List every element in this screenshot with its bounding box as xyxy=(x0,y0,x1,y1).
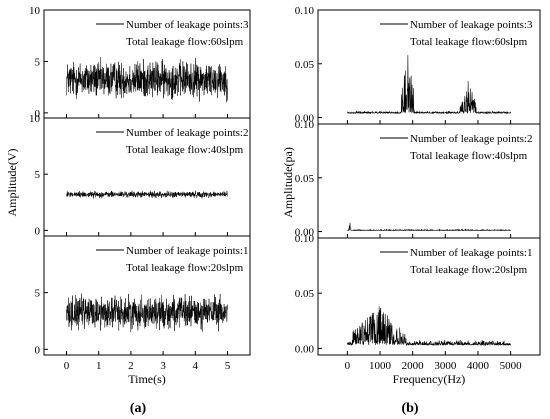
x-tick-label: 0 xyxy=(345,360,351,372)
y-tick-label: 10 xyxy=(29,5,41,17)
y-tick-label: 0.00 xyxy=(295,113,315,125)
legend-entry: Number of leakage points:1 xyxy=(410,247,533,259)
x-tick-label: 5 xyxy=(225,360,231,372)
y-tick-label: 0.05 xyxy=(295,288,315,300)
y-tick-label: 0.00 xyxy=(295,227,315,239)
plot-frame xyxy=(317,237,541,356)
legend: Number of leakage points:2 Total leakage … xyxy=(96,127,249,156)
y-tick-label: 0.00 xyxy=(295,343,315,355)
legend-entry: Total leakage flow:40slpm xyxy=(410,150,528,162)
x-tick-label: 1 xyxy=(96,360,102,372)
subplot-a-2: 0 5 10 Number of leakage points:2 Total leak… xyxy=(29,113,251,237)
x-tick-label: 4 xyxy=(193,360,199,372)
series-line xyxy=(66,190,228,199)
y-tick-label: 5 xyxy=(35,288,41,300)
y-tick-label: 0.05 xyxy=(295,59,315,71)
y-axis-label: Amplitude(V) xyxy=(5,149,19,217)
y-tick-label: 0 xyxy=(35,108,41,120)
x-tick-label: 0 xyxy=(64,360,70,372)
panel-label-b: (b) xyxy=(401,401,418,416)
panel-label-a: (a) xyxy=(130,401,147,416)
subplot-b-3: 0.00 0.05 0.10 0 1000 2000 3000 4000 5000 Number … xyxy=(295,233,541,372)
y-axis-label: Amplitude(pa) xyxy=(281,147,295,218)
series-line xyxy=(347,306,511,347)
legend: Number of leakage points:1 Total leakage … xyxy=(380,247,533,276)
y-tick-label: 0 xyxy=(35,344,41,356)
y-tick-label: 10 xyxy=(29,113,41,125)
legend-entry: Total leakage flow:20slpm xyxy=(126,262,244,274)
x-tick-label: 3000 xyxy=(434,360,457,372)
subplot-a-1: 0 5 10 Number of leakage points:3 Total leak… xyxy=(29,5,251,120)
y-tick-label: 5 xyxy=(35,56,41,68)
legend: Number of leakage points:3 Total leakage … xyxy=(96,19,249,48)
subplot-b-1: 0.00 0.05 0.10 Number of leakage points:3 To… xyxy=(295,5,541,125)
y-tick-label: 5 xyxy=(35,169,41,181)
x-tick-label: 2 xyxy=(128,360,134,372)
legend: Number of leakage points:1 Total leakage … xyxy=(96,245,249,274)
y-tick-label: 0.05 xyxy=(295,173,315,185)
legend-entry: Number of leakage points:3 xyxy=(126,19,249,31)
y-tick-label: 0.10 xyxy=(295,5,315,17)
legend-entry: Total leakage flow:40slpm xyxy=(126,144,244,156)
legend-entry: Total leakage flow:60slpm xyxy=(126,36,244,48)
x-tick-label: 3 xyxy=(160,360,166,372)
series-line xyxy=(66,56,228,103)
y-tick-label: 0.10 xyxy=(295,233,315,245)
series-line xyxy=(66,293,228,333)
y-tick-label: 0.10 xyxy=(295,119,315,131)
subplot-a-3: 0 5 0 1 2 3 4 5 Number of leakage points:1 Total … xyxy=(35,235,251,372)
plot-frame xyxy=(43,235,251,356)
y-tick-label: 0 xyxy=(35,225,41,237)
legend-entry: Total leakage flow:60slpm xyxy=(410,36,528,48)
legend: Number of leakage points:2 Total leakage … xyxy=(380,133,533,162)
legend-entry: Number of leakage points:1 xyxy=(126,245,249,257)
subplot-b-2: 0.00 0.05 0.10 Number of leakage points:2 To… xyxy=(295,119,541,239)
x-tick-label: 5000 xyxy=(500,360,523,372)
series-line xyxy=(347,55,511,115)
legend-entry: Total leakage flow:20slpm xyxy=(410,264,528,276)
x-tick-label: 1000 xyxy=(369,360,392,372)
legend-entry: Number of leakage points:2 xyxy=(126,127,249,139)
x-tick-label: 4000 xyxy=(467,360,490,372)
legend-entry: Number of leakage points:3 xyxy=(410,19,533,31)
panel-b: 0.00 0.05 0.10 Number of leakage points:3 To… xyxy=(281,5,541,386)
legend: Number of leakage points:3 Total leakage … xyxy=(380,19,533,48)
series-line xyxy=(347,222,511,232)
x-axis-label: Frequency(Hz) xyxy=(393,372,466,386)
legend-entry: Number of leakage points:2 xyxy=(410,133,533,145)
x-axis-label: Time(s) xyxy=(128,372,166,386)
x-tick-label: 2000 xyxy=(402,360,425,372)
